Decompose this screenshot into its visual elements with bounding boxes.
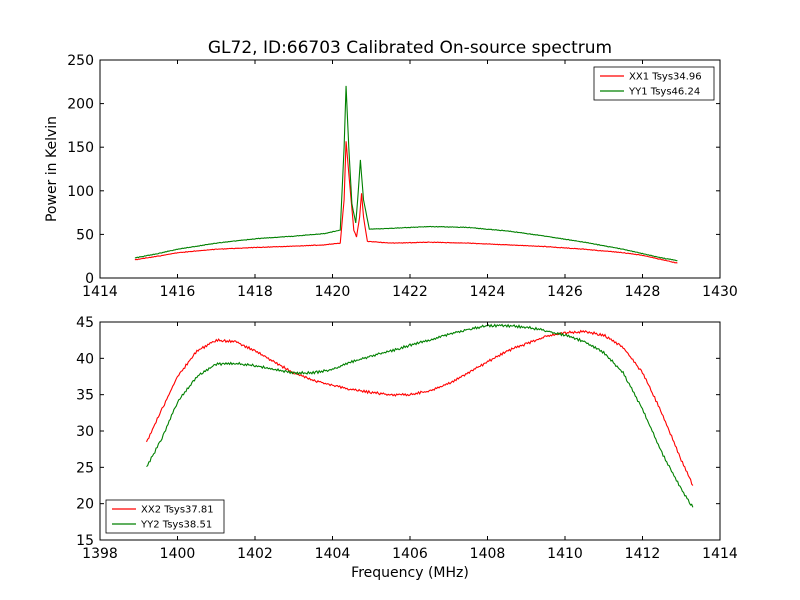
legend-label: YY1 Tsys46.24 [628, 87, 700, 98]
legend-label: YY2 Tsys38.51 [140, 520, 212, 531]
x-tick-label: 1414 [702, 546, 738, 562]
x-tick-label: 1398 [82, 546, 118, 562]
y-tick-label: 30 [76, 424, 94, 440]
x-tick-label: 1410 [547, 546, 583, 562]
x-tick-label: 1420 [315, 284, 351, 300]
x-tick-label: 1428 [625, 284, 661, 300]
series-line-2 [134, 85, 678, 262]
y-axis-label: Power in Kelvin [44, 116, 60, 222]
x-tick-label: 1408 [470, 546, 506, 562]
legend-label: XX1 Tsys34.96 [629, 72, 702, 83]
series-line-1 [145, 329, 694, 486]
x-tick-label: 1426 [547, 284, 583, 300]
series-line-2 [146, 323, 694, 508]
bottom-chart-panel: 1398 1400 1402 1404 1406 1408 1410 1412 1414 15 20… [76, 315, 738, 562]
x-tick-label: 1412 [625, 546, 661, 562]
x-tick-label: 1430 [702, 284, 738, 300]
y-tick-label: 45 [76, 315, 94, 331]
y-tick-label: 100 [67, 184, 94, 200]
y-tick-label: 250 [67, 53, 94, 69]
x-tick-label: 1414 [82, 284, 118, 300]
y-tick-label: 200 [67, 97, 94, 113]
legend-label: XX2 Tsys37.81 [141, 505, 214, 516]
x-tick-label: 1406 [392, 546, 428, 562]
y-tick-label: 50 [76, 227, 94, 243]
x-tick-label: 1418 [237, 284, 273, 300]
legend: XX2 Tsys37.81 YY2 Tsys38.51 [105, 499, 225, 534]
y-tick-label: 0 [85, 271, 94, 287]
series-line-1 [134, 141, 678, 264]
y-tick-label: 35 [76, 388, 94, 404]
x-tick-label: 1416 [160, 284, 196, 300]
legend: XX1 Tsys34.96 YY1 Tsys46.24 [593, 66, 715, 101]
y-tick-label: 25 [76, 460, 94, 476]
x-tick-label: 1424 [470, 284, 506, 300]
x-tick-label: 1402 [237, 546, 273, 562]
figure-title: GL72, ID:66703 Calibrated On-source spec… [208, 38, 612, 58]
x-tick-label: 1400 [160, 546, 196, 562]
top-chart-panel: 1414 1416 1418 1420 1422 1424 1426 1428 1430 0 50 1… [44, 53, 738, 300]
y-tick-label: 40 [76, 351, 94, 367]
y-tick-label: 150 [67, 140, 94, 156]
y-tick-label: 20 [76, 497, 94, 513]
x-tick-label: 1422 [392, 284, 428, 300]
x-axis-label: Frequency (MHz) [351, 565, 469, 581]
y-tick-label: 15 [76, 533, 94, 549]
x-tick-label: 1404 [315, 546, 351, 562]
